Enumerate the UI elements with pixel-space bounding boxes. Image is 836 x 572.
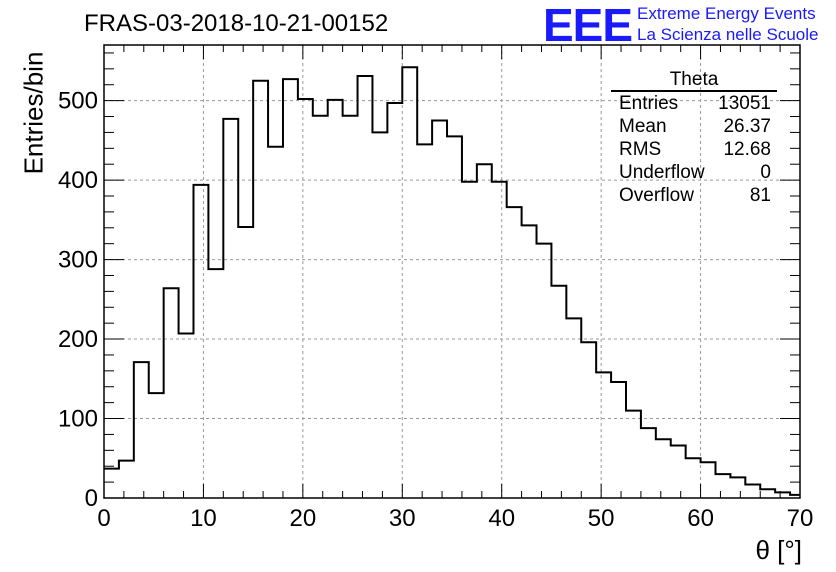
tick-marks <box>103 45 801 499</box>
x-tick-label: 30 <box>389 505 416 532</box>
stats-label: Overflow <box>619 185 694 206</box>
x-tick-label: 60 <box>687 505 714 532</box>
y-tick-label: 400 <box>58 167 98 194</box>
x-tick-label: 20 <box>290 505 317 532</box>
histogram-line <box>104 66 800 496</box>
x-tick-label: 50 <box>588 505 615 532</box>
stats-row-rms: RMS 12.68 <box>611 138 777 161</box>
y-axis-label: Entries/bin <box>18 51 49 175</box>
stats-value: 0 <box>760 162 771 183</box>
stats-value: 81 <box>749 185 771 206</box>
x-tick-label: 40 <box>488 505 515 532</box>
tick-labels: 0 10 20 30 40 50 60 70 0 100 200 300 400 500 <box>58 88 813 532</box>
stats-value: 12.68 <box>723 139 771 160</box>
y-tick-label: 200 <box>58 326 98 353</box>
y-tick-label: 300 <box>58 247 98 274</box>
eee-logo-line2: La Scienza nelle Scuole <box>637 25 819 44</box>
plot-frame <box>103 44 801 499</box>
stats-value: 26.37 <box>723 116 771 137</box>
stats-label: Underflow <box>619 162 705 183</box>
stats-row-mean: Mean 26.37 <box>611 115 777 138</box>
y-tick-label: 100 <box>58 406 98 433</box>
axes <box>103 44 801 499</box>
x-tick-label: 0 <box>97 505 110 532</box>
y-tick-label: 500 <box>58 88 98 115</box>
y-tick-label: 0 <box>85 485 98 512</box>
stats-row-overflow: Overflow 81 <box>611 184 777 207</box>
eee-logo-line1: Extreme Energy Events <box>637 4 816 23</box>
stats-title: Theta <box>611 70 777 92</box>
plot-title: FRAS-03-2018-10-21-00152 <box>84 10 389 37</box>
stats-row-underflow: Underflow 0 <box>611 161 777 184</box>
stats-label: Mean <box>619 116 667 137</box>
stats-value: 13051 <box>718 93 771 114</box>
stats-label: RMS <box>619 139 662 160</box>
grid <box>104 45 800 498</box>
x-tick-label: 70 <box>787 505 814 532</box>
stats-row-entries: Entries 13051 <box>611 92 777 115</box>
eee-logo: EEE <box>543 0 633 51</box>
stats-box: Theta Entries 13051 Mean 26.37 RMS 12.68… <box>611 70 777 207</box>
x-tick-label: 10 <box>190 505 217 532</box>
x-axis-label: θ [°] <box>755 535 802 565</box>
stats-label: Entries <box>619 93 679 114</box>
